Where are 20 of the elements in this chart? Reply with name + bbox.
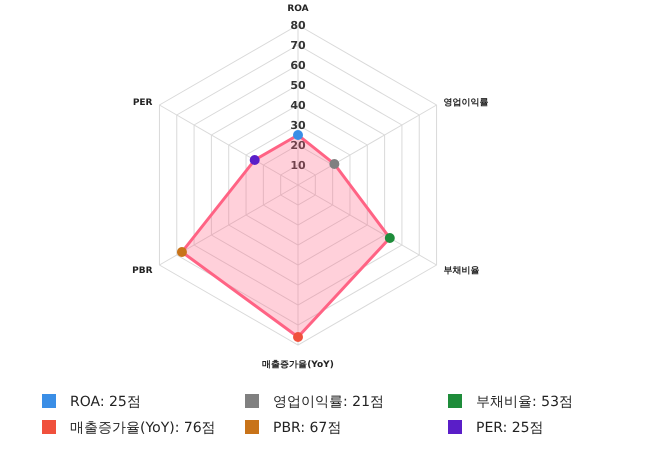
legend-item: PBR: 67점 [245,420,342,436]
y-tick-label: 10 [290,159,306,172]
legend-item: PER: 25점 [448,420,544,436]
legend-item: 매출증가율(YoY): 76점 [42,420,216,436]
spoke-label: PBR [132,266,153,276]
spoke-label: 부채비율 [443,266,480,276]
y-tick-label: 70 [290,39,306,52]
legend-item: 부채비율: 53점 [448,394,573,410]
legend-item: 영업이익률: 21점 [245,394,384,410]
spoke-label: ROA [287,4,309,14]
y-tick-label: 60 [290,59,306,72]
y-tick-label: 20 [290,139,306,152]
y-tick-label: 40 [290,99,306,112]
y-tick-label: 80 [290,19,306,32]
legend-item: ROA: 25점 [42,394,141,410]
spoke-label: PER [132,98,153,108]
y-tick-label: 30 [290,119,306,132]
spoke-label: 영업이익률 [443,98,488,108]
y-tick-label: 50 [290,79,306,92]
spoke-label: 매출증가율(YoY) [262,359,334,370]
